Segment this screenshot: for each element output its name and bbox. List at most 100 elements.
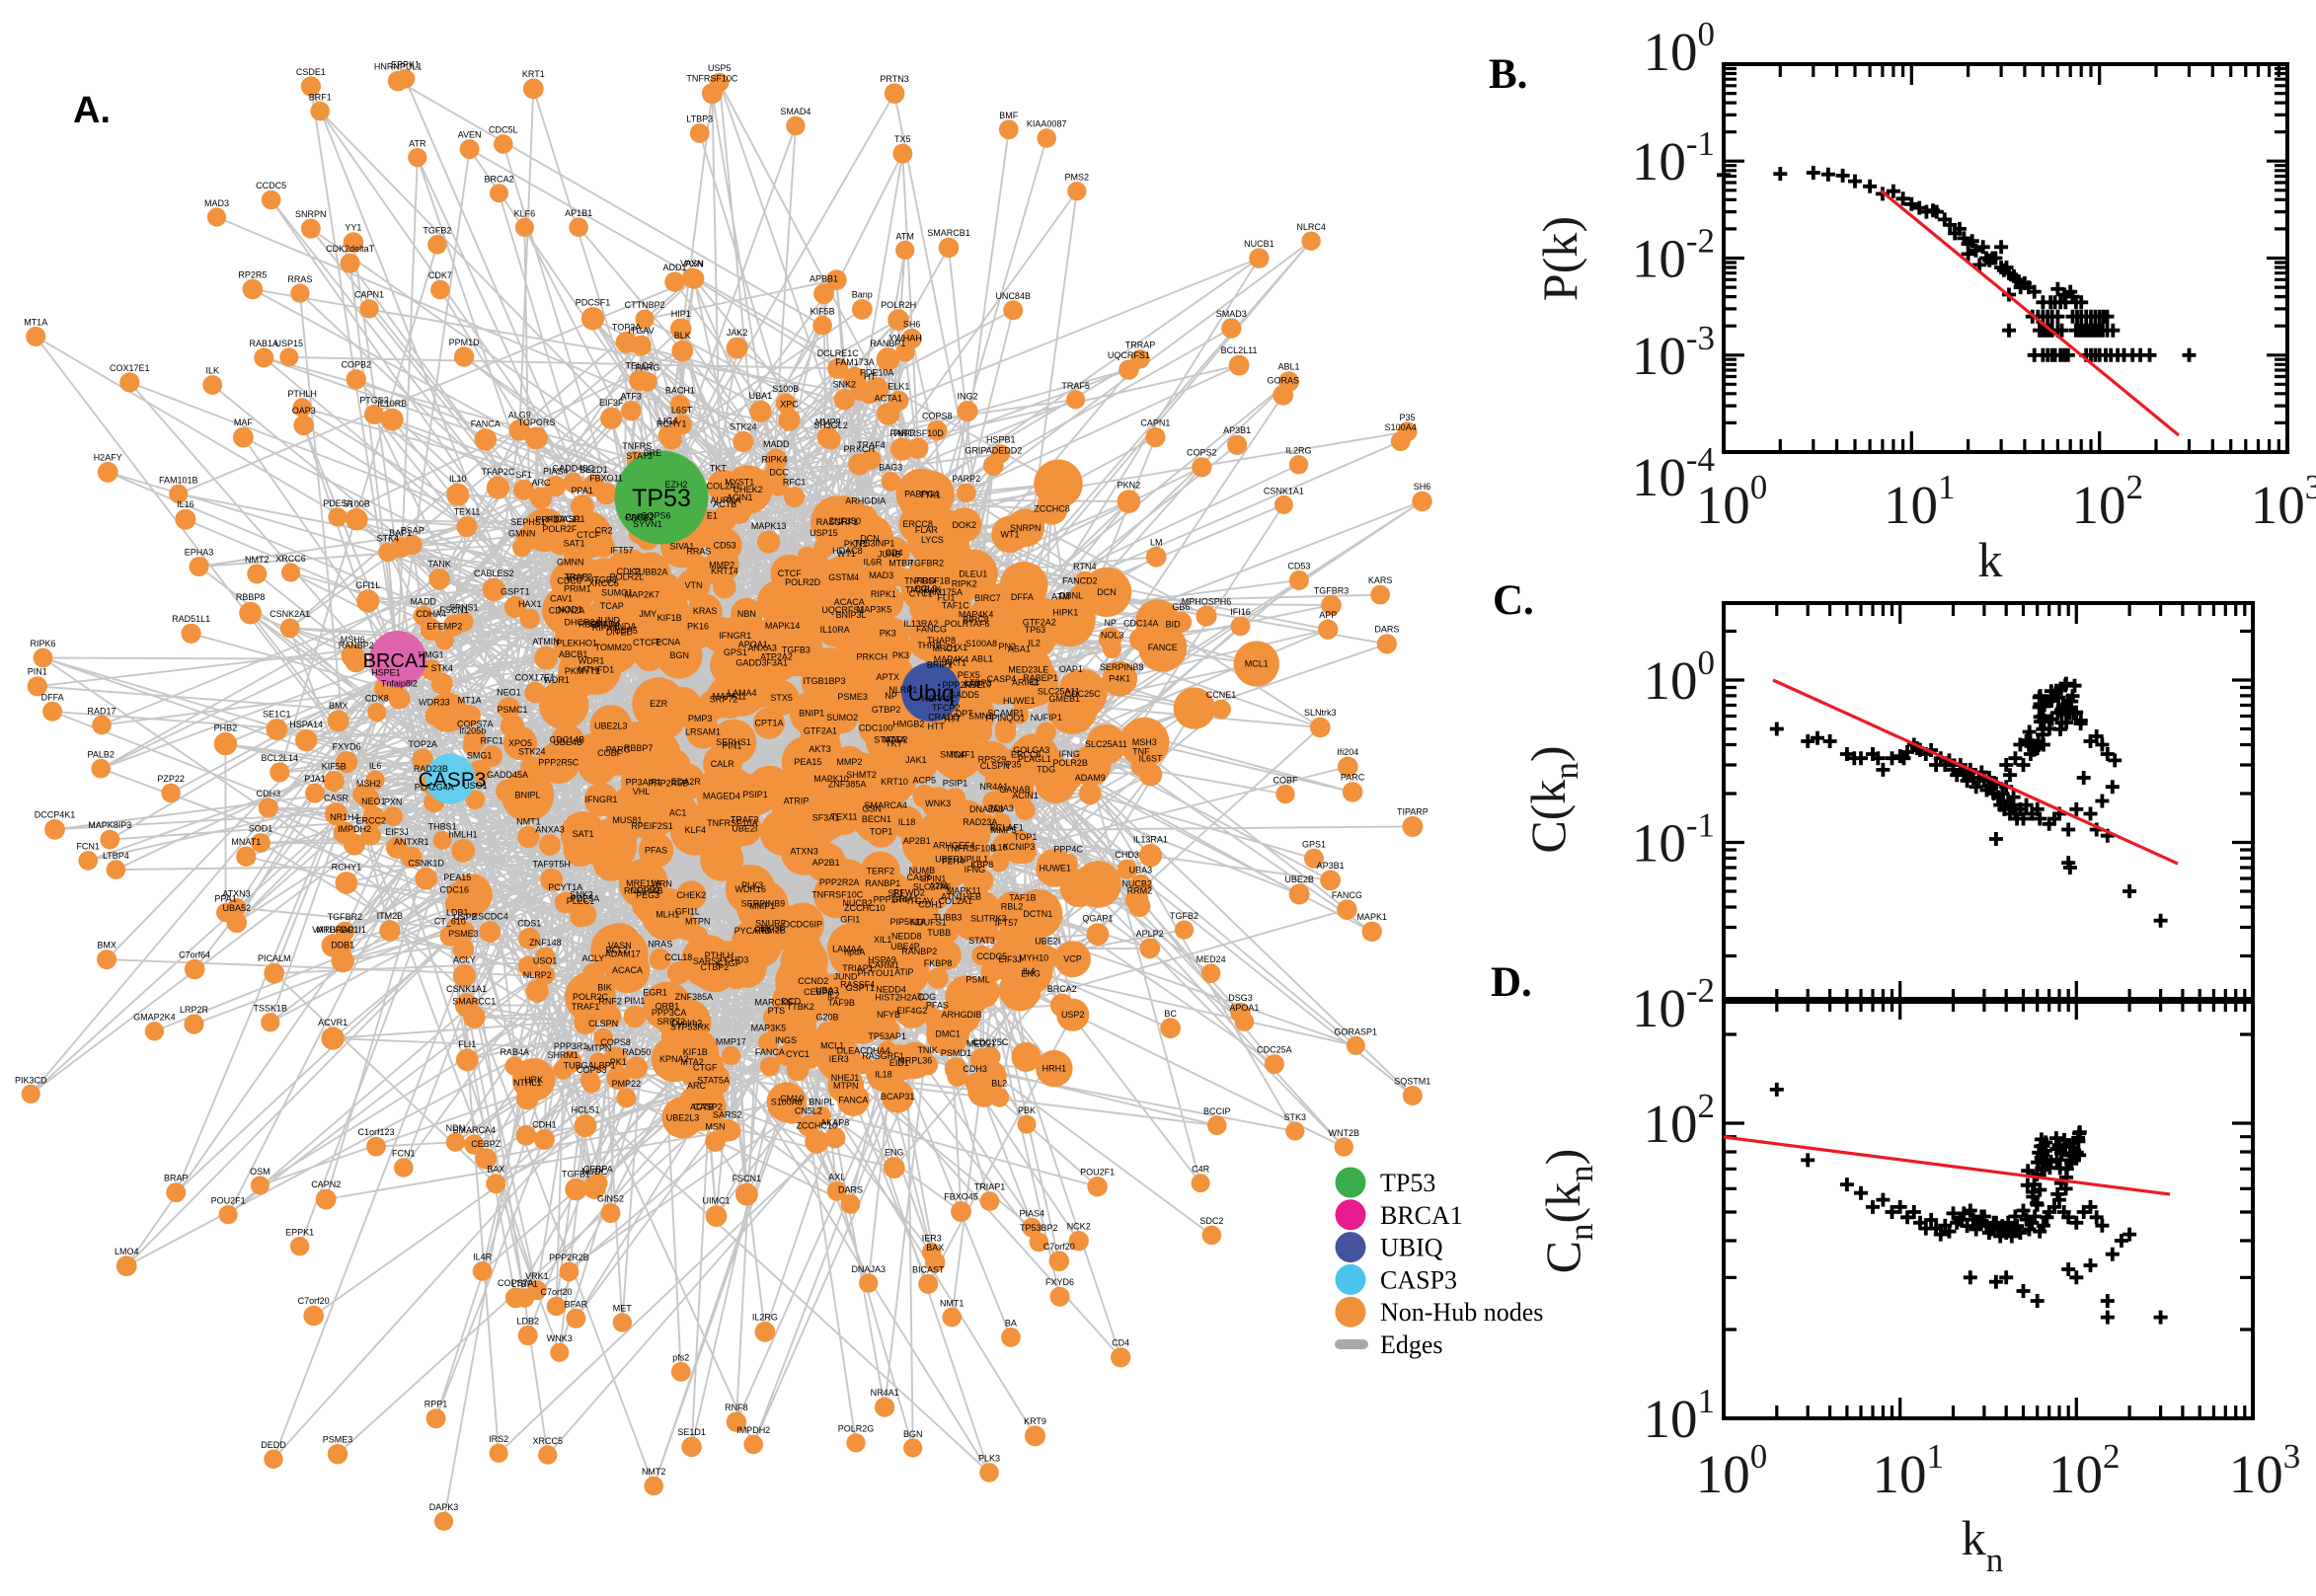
svg-text:Banp: Banp — [852, 290, 873, 300]
svg-text:HMG1: HMG1 — [419, 650, 444, 660]
svg-text:BICAST: BICAST — [912, 1264, 945, 1274]
svg-text:STX5: STX5 — [770, 693, 793, 703]
svg-text:D.: D. — [1491, 959, 1532, 1006]
svg-text:SMARCC1: SMARCC1 — [452, 997, 496, 1007]
svg-text:NLRP1: NLRP1 — [888, 685, 917, 695]
svg-text:GRIA1: GRIA1 — [891, 894, 918, 904]
svg-text:ARIH2: ARIH2 — [1012, 678, 1039, 688]
svg-text:SMN1: SMN1 — [968, 712, 993, 722]
svg-text:PARK2: PARK2 — [626, 512, 655, 522]
svg-text:PKN2: PKN2 — [1118, 481, 1141, 491]
svg-text:CDC5L: CDC5L — [489, 125, 518, 135]
svg-text:IFNGR1: IFNGR1 — [584, 795, 617, 804]
svg-text:ANXA3: ANXA3 — [535, 825, 565, 835]
svg-text:OAP1: OAP1 — [1059, 664, 1083, 674]
svg-text:PDE10A: PDE10A — [860, 368, 894, 378]
svg-text:RNF144B: RNF144B — [624, 885, 663, 895]
svg-text:PRKCH: PRKCH — [857, 651, 888, 661]
svg-text:CCNE1: CCNE1 — [1206, 690, 1237, 700]
svg-text:SMC4F1: SMC4F1 — [940, 750, 975, 760]
svg-text:IFT57: IFT57 — [995, 918, 1019, 928]
svg-text:SLC25A11: SLC25A11 — [1038, 687, 1080, 697]
svg-text:POLR2D: POLR2D — [785, 577, 821, 587]
svg-text:FAM173A: FAM173A — [835, 357, 875, 367]
svg-text:JUND: JUND — [596, 616, 620, 626]
svg-text:WNT2B: WNT2B — [1329, 1128, 1360, 1138]
svg-text:TEX11: TEX11 — [454, 507, 481, 517]
svg-text:TX5: TX5 — [894, 134, 911, 144]
svg-text:TELO2: TELO2 — [626, 361, 655, 371]
svg-text:ATIP: ATIP — [894, 967, 913, 977]
svg-text:IFI16: IFI16 — [1230, 607, 1251, 617]
svg-text:APOA1: APOA1 — [738, 640, 768, 649]
svg-text:ACTB: ACTB — [713, 499, 736, 509]
svg-text:AURKA: AURKA — [710, 495, 740, 505]
svg-text:CYC1: CYC1 — [786, 1049, 810, 1059]
svg-text:FLI1: FLI1 — [937, 593, 955, 603]
svg-text:npdA: npdA — [844, 947, 865, 956]
svg-text:ZCCHC8: ZCCHC8 — [1034, 504, 1070, 514]
svg-text:GRIPADEDD2: GRIPADEDD2 — [965, 446, 1022, 456]
svg-text:DOK2: DOK2 — [952, 520, 976, 530]
svg-text:ENG: ENG — [885, 1148, 904, 1158]
svg-text:AP2B1: AP2B1 — [812, 858, 840, 868]
svg-text:MAP3K5: MAP3K5 — [857, 605, 892, 615]
svg-text:EPHA3: EPHA3 — [185, 548, 214, 558]
svg-text:IL10RA: IL10RA — [820, 625, 850, 635]
svg-text:ITGAV: ITGAV — [907, 896, 933, 906]
svg-text:PPP2R5C: PPP2R5C — [538, 758, 579, 768]
svg-text:LTBP1: LTBP1 — [511, 1279, 538, 1289]
svg-text:hMLH1: hMLH1 — [449, 830, 478, 840]
svg-text:PP3AIP1: PP3AIP1 — [626, 778, 662, 788]
svg-text:UBE2B: UBE2B — [1284, 874, 1314, 884]
svg-text:BMX: BMX — [329, 701, 348, 711]
svg-text:RBBP8: RBBP8 — [236, 592, 266, 602]
svg-text:BRCA2: BRCA2 — [1047, 984, 1077, 994]
svg-text:NEO1: NEO1 — [361, 797, 386, 806]
svg-text:CASP4: CASP4 — [987, 674, 1017, 684]
svg-text:ABCB1: ABCB1 — [559, 649, 588, 659]
svg-text:TNIK: TNIK — [917, 1045, 938, 1055]
svg-text:RNF2: RNF2 — [598, 996, 622, 1006]
svg-text:HIST2H2AC: HIST2H2AC — [875, 993, 924, 1003]
svg-text:HAX1: HAX1 — [518, 599, 542, 609]
svg-text:LTBP4: LTBP4 — [103, 851, 129, 861]
svg-text:PSME3: PSME3 — [837, 692, 868, 702]
svg-text:GTF2A1: GTF2A1 — [804, 725, 837, 735]
svg-text:PSMD1: PSMD1 — [941, 1048, 971, 1058]
svg-text:VASN: VASN — [680, 259, 704, 268]
svg-text:SUMO1: SUMO1 — [601, 588, 633, 598]
svg-text:RABEP1: RABEP1 — [1023, 673, 1058, 683]
svg-text:NOL3: NOL3 — [1101, 631, 1124, 641]
svg-text:TGFB2: TGFB2 — [423, 226, 451, 236]
svg-text:CSNK2A1: CSNK2A1 — [270, 609, 310, 619]
svg-text:CEBPB: CEBPB — [804, 987, 834, 997]
svg-text:KRT2: KRT2 — [567, 573, 589, 583]
svg-text:BRCA2: BRCA2 — [484, 175, 513, 185]
svg-text:B.: B. — [1489, 51, 1527, 98]
svg-text:SMARCA4: SMARCA4 — [864, 800, 907, 810]
svg-text:HT: HT — [864, 371, 876, 381]
svg-text:ITGB8: ITGB8 — [591, 574, 617, 584]
svg-text:RPP1: RPP1 — [425, 1400, 448, 1409]
svg-text:LRP2R: LRP2R — [180, 1005, 209, 1015]
svg-text:BRF1: BRF1 — [309, 92, 332, 102]
svg-text:SQSTM1: SQSTM1 — [1394, 1076, 1430, 1086]
svg-text:DBNL: DBNL — [1059, 591, 1083, 601]
svg-text:PKN1: PKN1 — [844, 539, 868, 549]
svg-text:ATRIP: ATRIP — [784, 796, 810, 805]
svg-text:GADD45A: GADD45A — [487, 770, 528, 780]
svg-text:ZHX1: ZHX1 — [945, 643, 967, 652]
svg-text:CD53: CD53 — [714, 541, 736, 551]
svg-text:ARHGEF4: ARHGEF4 — [933, 840, 975, 850]
svg-text:FLI1: FLI1 — [458, 1039, 476, 1049]
svg-text:CD53: CD53 — [1287, 561, 1310, 570]
svg-text:WRN: WRN — [651, 878, 672, 888]
svg-text:NR1H4: NR1H4 — [330, 812, 359, 822]
svg-text:COPS3: COPS3 — [577, 1065, 607, 1075]
svg-text:PARC: PARC — [890, 428, 915, 438]
svg-text:PLEKHO1: PLEKHO1 — [557, 639, 598, 648]
svg-text:TMSB4X: TMSB4X — [905, 585, 941, 595]
svg-text:UBA3: UBA3 — [815, 985, 839, 995]
svg-text:OSM: OSM — [250, 1167, 270, 1177]
